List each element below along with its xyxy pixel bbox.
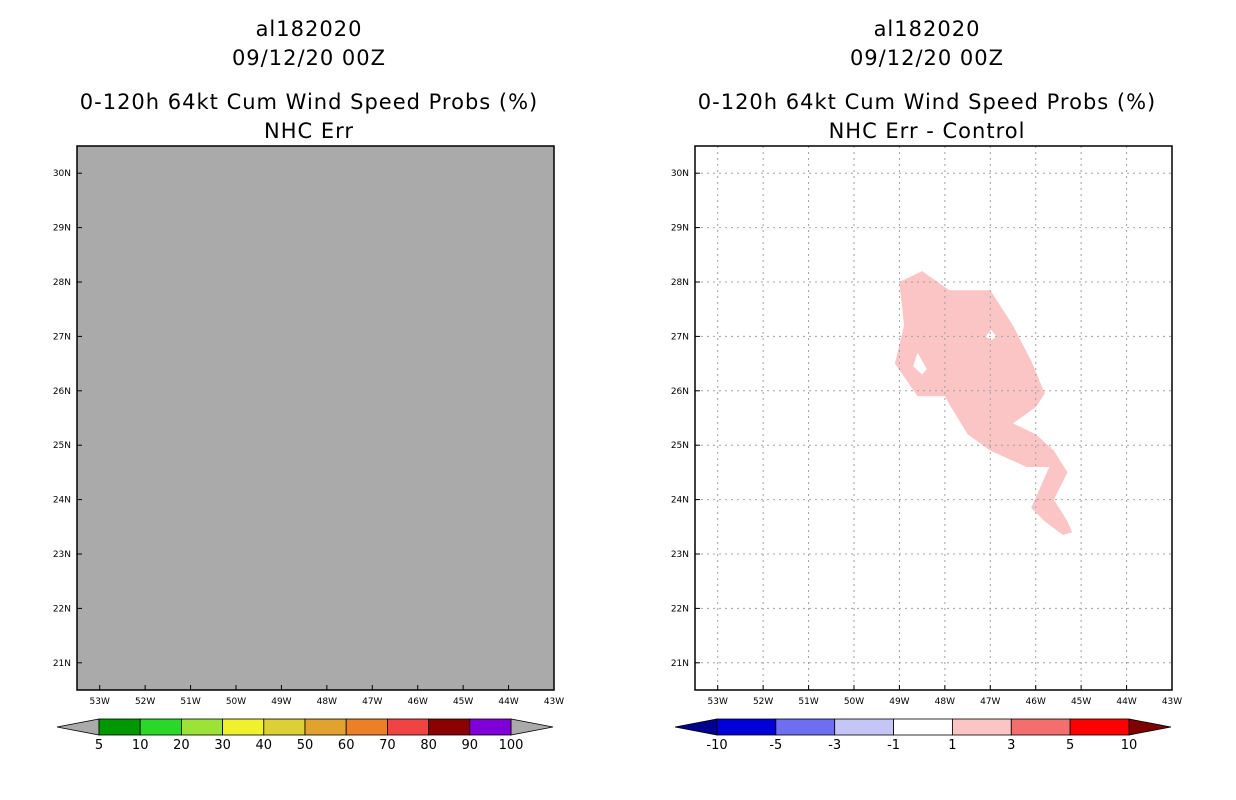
colorbar-label: -5 xyxy=(769,738,782,753)
colorbar-swatch xyxy=(469,718,512,736)
x-tick-label: 44W xyxy=(1116,697,1136,707)
plot-frame xyxy=(694,145,1173,691)
x-tick-label: 48W xyxy=(935,697,955,707)
colorbar-swatch xyxy=(775,718,836,736)
colorbar-swatch xyxy=(98,718,141,736)
chart-plot-right: 53W 52W 51W 50W 49W 48W 47W 46W 45W 44W 43W 30N 29N 2… xyxy=(671,145,1182,753)
x-tick-label: 53W xyxy=(90,697,110,707)
x-tick-label: 44W xyxy=(498,697,518,707)
y-tick-label: 30N xyxy=(671,169,689,179)
y-tick-label: 26N xyxy=(671,387,689,397)
chart-panel-nhc-err-control: al182020 09/12/20 00Z 0-120h 64kt Cum Wi… xyxy=(618,0,1236,800)
colorbar-swatch xyxy=(263,718,306,736)
colorbar-label: 5 xyxy=(95,738,103,753)
y-tick-label: 27N xyxy=(671,332,689,342)
colorbar-swatch xyxy=(428,718,471,736)
chart-subtitle: NHC Err xyxy=(263,119,354,143)
chart-title-product: 0-120h 64kt Cum Wind Speed Probs (%) xyxy=(697,90,1157,114)
y-tick-label: 30N xyxy=(53,169,71,179)
colorbar-swatch xyxy=(304,718,347,736)
y-tick-label: 26N xyxy=(53,387,71,397)
y-tick-label: 24N xyxy=(671,496,689,506)
colorbar-label: 1 xyxy=(948,738,956,753)
colorbar-label: 3 xyxy=(1007,738,1015,753)
x-tick-label: 47W xyxy=(362,697,382,707)
x-tick-label: 49W xyxy=(889,697,909,707)
x-tick-label: 48W xyxy=(317,697,337,707)
y-tick-label: 23N xyxy=(53,550,71,560)
chart-subtitle: NHC Err - Control xyxy=(828,119,1026,143)
y-tick-label: 29N xyxy=(671,224,689,234)
x-tick-label: 51W xyxy=(798,697,818,707)
y-tick-label: 25N xyxy=(53,441,71,451)
colorbar-swatch xyxy=(1069,718,1130,736)
colorbar-swatch xyxy=(952,718,1012,736)
colorbar-label: 50 xyxy=(297,738,314,753)
colorbar-swatch xyxy=(180,718,223,736)
x-tick-label: 45W xyxy=(453,697,473,707)
colorbar-label: 60 xyxy=(338,738,355,753)
y-tick-label: 25N xyxy=(671,441,689,451)
chart-title-date: 09/12/20 00Z xyxy=(849,46,1005,70)
x-tick-label: 51W xyxy=(180,697,200,707)
y-tick-label: 22N xyxy=(671,604,689,614)
y-tick-label: 28N xyxy=(671,278,689,288)
x-tick-label: 46W xyxy=(408,697,428,707)
x-tick-label: 52W xyxy=(135,697,155,707)
colorbar-label: 70 xyxy=(379,738,396,753)
plot-area xyxy=(695,146,1172,690)
chart-panel-nhc-err: al182020 09/12/20 00Z 0-120h 64kt Cum Wi… xyxy=(53,17,564,753)
colorbar-label: 90 xyxy=(462,738,479,753)
y-tick-label: 24N xyxy=(53,496,71,506)
colorbar-swatch xyxy=(716,718,777,736)
colorbar-label: 5 xyxy=(1066,738,1074,753)
y-tick-label: 28N xyxy=(53,278,71,288)
colorbar-label: 100 xyxy=(499,738,524,753)
chart-title-product: 0-120h 64kt Cum Wind Speed Probs (%) xyxy=(79,90,539,114)
colorbar-swatch xyxy=(893,718,953,736)
y-tick-label: 29N xyxy=(53,224,71,234)
colorbar-label: 10 xyxy=(132,738,149,753)
x-tick-label: 45W xyxy=(1071,697,1091,707)
colorbar-label: -10 xyxy=(706,738,727,753)
colorbar-label: 80 xyxy=(420,738,437,753)
colorbar-high-triangle xyxy=(1128,718,1172,736)
y-tick-label: 21N xyxy=(53,659,71,669)
probability-difference-region xyxy=(894,271,1073,535)
colorbar-high-triangle xyxy=(510,718,554,736)
x-tick-label: 49W xyxy=(271,697,291,707)
colorbar-swatch xyxy=(345,718,388,736)
colorbar-swatch xyxy=(834,718,894,736)
plot-area xyxy=(77,146,554,690)
chart-title-date: 09/12/20 00Z xyxy=(231,46,387,70)
plot-frame xyxy=(76,145,555,691)
x-tick-label: 46W xyxy=(1026,697,1046,707)
y-tick-label: 27N xyxy=(53,332,71,342)
colorbar-label: 40 xyxy=(256,738,273,753)
y-tick-label: 23N xyxy=(671,550,689,560)
x-tick-label: 53W xyxy=(708,697,728,707)
colorbar-label: 10 xyxy=(1121,738,1138,753)
colorbar-swatch xyxy=(1010,718,1071,736)
x-tick-label: 50W xyxy=(844,697,864,707)
chart-title-storm-id: al182020 xyxy=(255,17,363,41)
x-tick-label: 50W xyxy=(226,697,246,707)
colorbar-low-triangle xyxy=(674,718,718,736)
colorbar-swatch xyxy=(139,718,182,736)
x-tick-label: 47W xyxy=(980,697,1000,707)
colorbar-label: -3 xyxy=(828,738,841,753)
x-tick-label: 43W xyxy=(1162,697,1182,707)
y-tick-label: 21N xyxy=(671,659,689,669)
x-tick-label: 43W xyxy=(544,697,564,707)
colorbar-swatch xyxy=(386,718,429,736)
x-tick-label: 52W xyxy=(753,697,773,707)
colorbar-label: 30 xyxy=(214,738,231,753)
chart-title-storm-id: al182020 xyxy=(873,17,981,41)
chart-plot-left: 53W 52W 51W 50W 49W 48W 47W 46W 45W 44W 43W 30N 29N 2… xyxy=(53,145,564,753)
colorbar-swatch xyxy=(222,718,265,736)
colorbar-label: 20 xyxy=(173,738,190,753)
colorbar-low-triangle xyxy=(56,718,100,736)
y-tick-label: 22N xyxy=(53,604,71,614)
colorbar-label: -1 xyxy=(887,738,900,753)
